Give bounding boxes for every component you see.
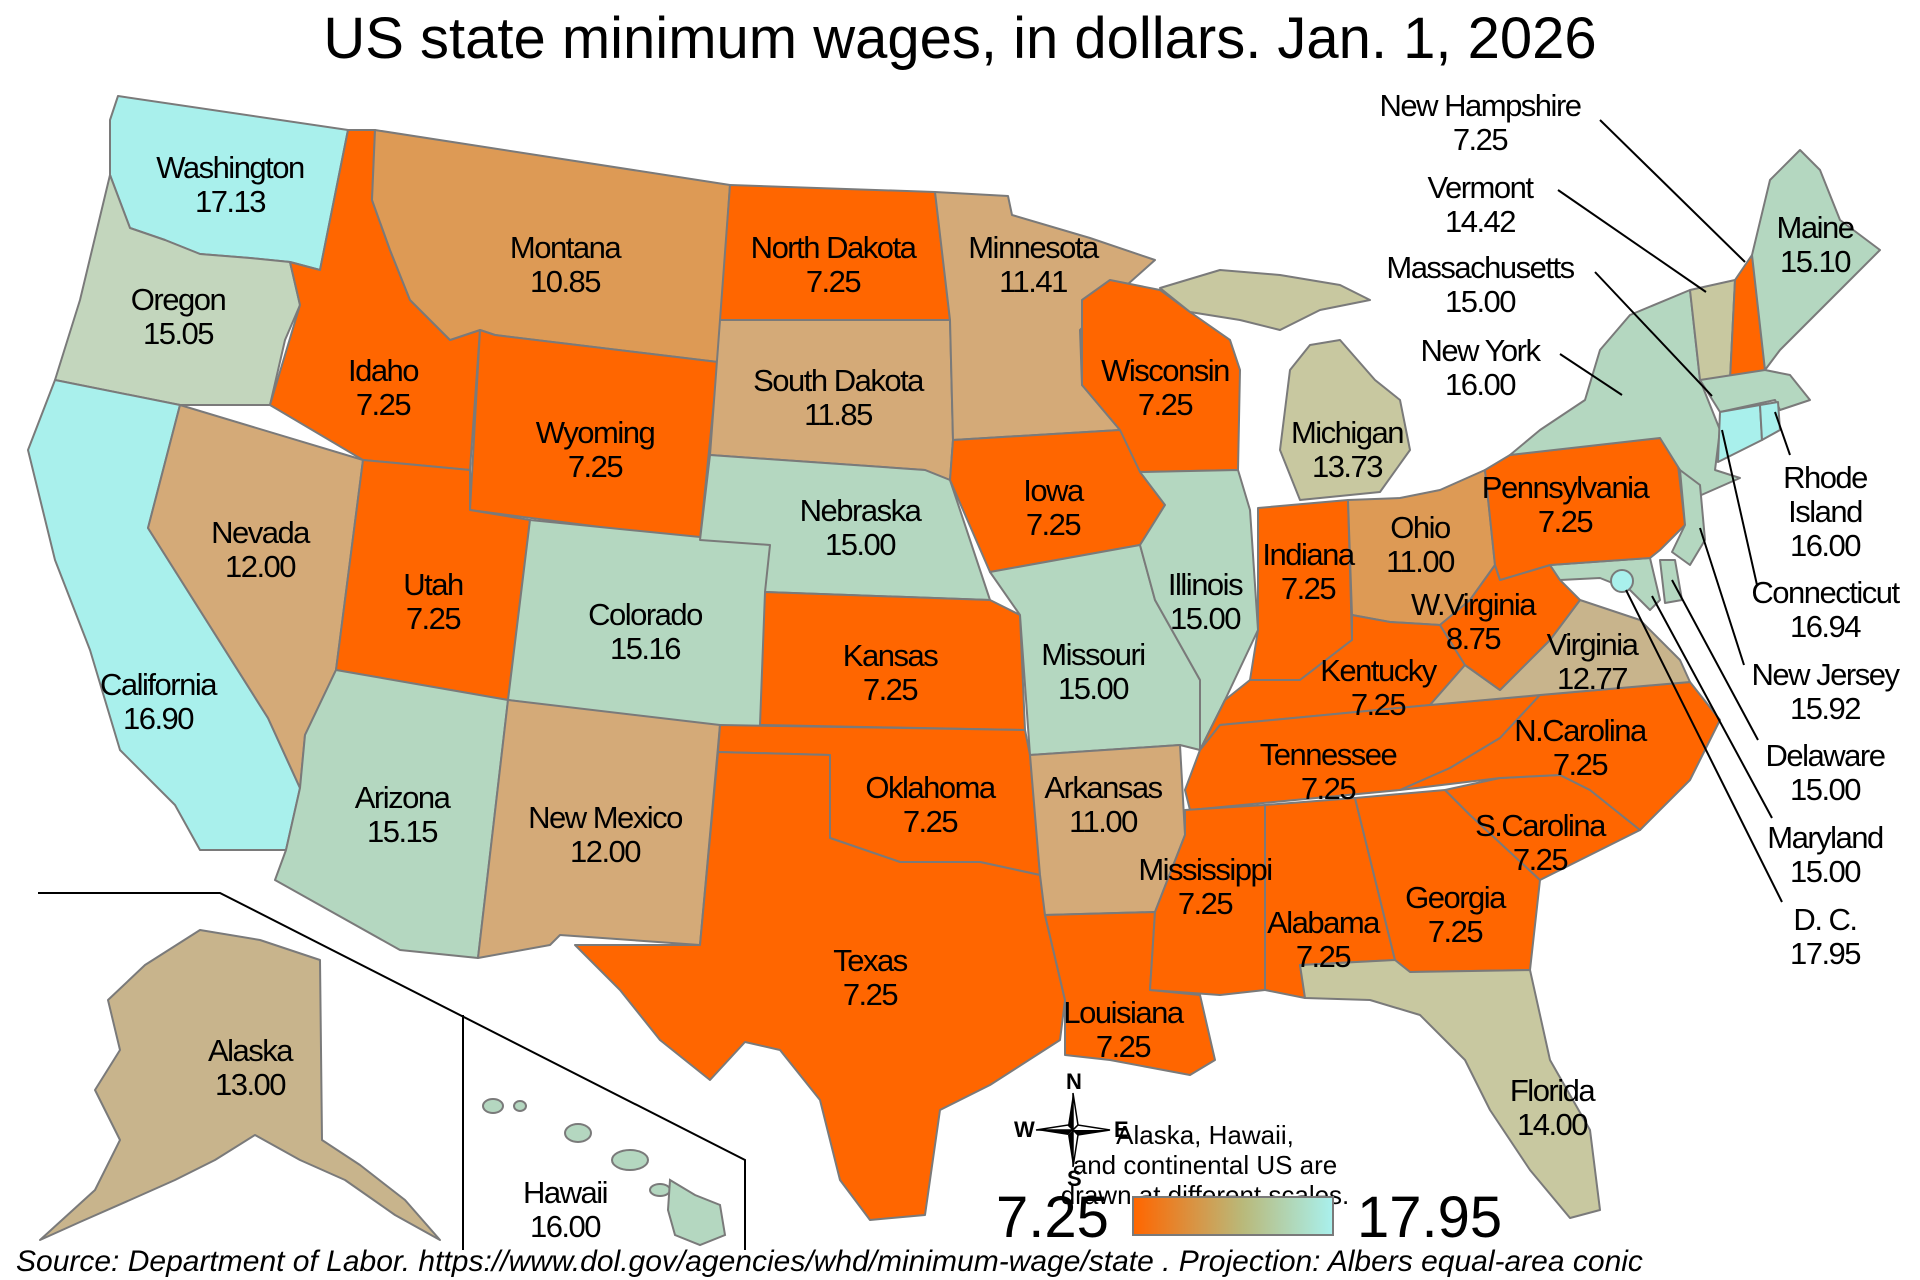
state-michigan[interactable] (1159, 269, 1411, 501)
label-massachusetts: Massachusetts 15.00 (1386, 250, 1575, 319)
source-caption: Source: Department of Labor. https://www… (16, 1245, 1643, 1278)
label-vermont: Vermont 14.42 (1427, 170, 1534, 239)
label-montana: Montana 10.85 (509, 230, 622, 299)
scale-note-line-2: and continental US are (1072, 1150, 1338, 1180)
label-north-dakota: North Dakota 7.25 (750, 230, 917, 299)
label-indiana: Indiana 7.25 (1262, 537, 1355, 606)
label-dc: D. C. 17.95 (1789, 902, 1862, 971)
state-new-jersey[interactable] (1671, 469, 1706, 566)
label-washington: Washington 17.13 (156, 150, 305, 219)
compass-star-icon (1035, 1092, 1111, 1168)
label-hawaii: Hawaii 16.00 (522, 1175, 609, 1244)
label-new-york: New York 16.00 (1420, 333, 1541, 402)
label-missouri: Missouri 15.00 (1041, 637, 1146, 706)
label-south-dakota: South Dakota 11.85 (753, 363, 924, 432)
label-rhode-island: Rhode Island 16.00 (1783, 460, 1868, 563)
map-title: US state minimum wages, in dollars. Jan.… (323, 6, 1597, 71)
label-north-carolina: N.Carolina 7.25 (1514, 713, 1647, 782)
label-iowa: Iowa 7.25 (1023, 473, 1084, 542)
label-delaware: Delaware 15.00 (1765, 738, 1886, 807)
label-arkansas: Arkansas 11.00 (1044, 770, 1163, 839)
alaska-inset-divider (38, 892, 746, 1250)
state-maryland[interactable] (1549, 557, 1661, 611)
label-wyoming: Wyoming 7.25 (535, 415, 656, 484)
label-kentucky: Kentucky 7.25 (1320, 653, 1437, 722)
label-oregon: Oregon 15.05 (130, 282, 227, 351)
label-minnesota: Minnesota 11.41 (968, 230, 1099, 299)
compass-s: S (1067, 1166, 1082, 1191)
label-west-virginia: W.Virginia 8.75 (1411, 587, 1537, 656)
label-arizona: Arizona 15.15 (354, 780, 451, 849)
compass-w: W (1014, 1117, 1035, 1142)
label-alaska: Alaska 13.00 (207, 1033, 294, 1102)
label-mississippi: Mississippi 7.25 (1138, 852, 1273, 921)
label-nebraska: Nebraska 15.00 (799, 493, 922, 562)
state-florida[interactable] (1299, 959, 1601, 1219)
label-south-carolina: S.Carolina 7.25 (1475, 808, 1606, 877)
state-kansas[interactable] (759, 591, 1026, 731)
compass-rose: N S W E (1014, 1071, 1129, 1190)
scale-note-line-1: Alaska, Hawaii, (1116, 1120, 1294, 1150)
label-new-hampshire: New Hampshire 7.25 (1379, 88, 1582, 157)
label-ohio: Ohio 11.00 (1386, 510, 1455, 579)
label-kansas: Kansas 7.25 (842, 638, 939, 707)
label-alabama: Alabama 7.25 (1267, 905, 1380, 974)
state-delaware[interactable] (1659, 559, 1683, 604)
label-texas: Texas 7.25 (833, 943, 908, 1012)
label-oklahoma: Oklahoma 7.25 (865, 770, 996, 839)
label-california: California 16.90 (100, 667, 217, 736)
state-rhode-island[interactable] (1759, 401, 1781, 441)
label-michigan: Michigan 13.73 (1290, 415, 1405, 484)
label-colorado: Colorado 15.16 (588, 597, 703, 666)
label-wisconsin: Wisconsin 7.25 (1101, 353, 1230, 422)
dc-marker[interactable] (1610, 569, 1634, 593)
label-illinois: Illinois 15.00 (1167, 567, 1244, 636)
label-virginia: Virginia 12.77 (1546, 627, 1639, 696)
compass-e: E (1114, 1117, 1129, 1142)
label-nevada: Nevada 12.00 (211, 515, 310, 584)
state-texas[interactable] (574, 751, 1066, 1221)
label-new-mexico: New Mexico 12.00 (528, 800, 683, 869)
legend-color-bar (1132, 1196, 1334, 1236)
legend-min-label: 7.25 (996, 1185, 1109, 1250)
label-connecticut: Connecticut 16.94 (1751, 575, 1900, 644)
label-louisiana: Louisiana 7.25 (1063, 995, 1184, 1064)
label-tennessee: Tennessee 7.25 (1259, 737, 1398, 806)
label-maryland: Maryland 15.00 (1767, 820, 1884, 889)
label-utah: Utah 7.25 (403, 567, 464, 636)
label-idaho: Idaho 7.25 (347, 353, 420, 422)
label-georgia: Georgia 7.25 (1405, 880, 1506, 949)
label-florida: Florida 14.00 (1509, 1073, 1596, 1142)
state-hawaii[interactable] (482, 1098, 727, 1247)
scale-note: Alaska, Hawaii, and continental US are d… (1061, 1120, 1350, 1210)
label-new-jersey: New Jersey 15.92 (1751, 657, 1900, 726)
state-wisconsin[interactable] (1081, 279, 1241, 473)
state-connecticut[interactable] (1717, 404, 1763, 463)
state-maine[interactable] (1751, 149, 1881, 371)
compass-n: N (1066, 1069, 1082, 1094)
label-maine: Maine 15.10 (1776, 210, 1855, 279)
label-pennsylvania: Pennsylvania 7.25 (1481, 470, 1650, 539)
state-alaska[interactable] (39, 929, 441, 1241)
legend-max-label: 17.95 (1357, 1185, 1503, 1250)
leader-lines (1557, 119, 1791, 903)
